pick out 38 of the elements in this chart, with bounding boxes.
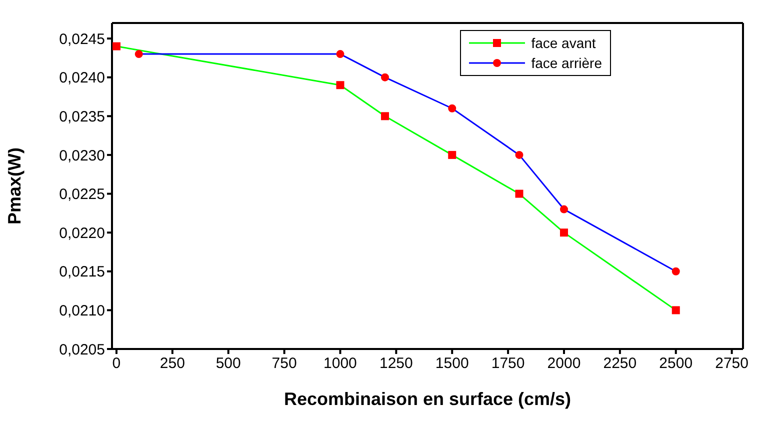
- point: [515, 150, 524, 159]
- y-tick-label: 0,0225: [59, 186, 105, 204]
- point: [380, 112, 389, 120]
- x-tick-label: 2250: [603, 355, 637, 372]
- point: [336, 50, 344, 58]
- y-tick-label: 0,0235: [59, 108, 105, 126]
- point: [448, 150, 456, 159]
- point: [672, 267, 680, 276]
- y-tick-label: 0,0215: [59, 264, 105, 281]
- point: [560, 228, 568, 237]
- point: [560, 205, 568, 214]
- x-tick-label: 2750: [715, 355, 748, 372]
- point: [672, 306, 680, 314]
- x-axis-title: Recombinaison en surface (cm/s): [284, 389, 572, 409]
- y-tick-label: 0,0230: [59, 147, 105, 164]
- x-tick-label: 1250: [379, 355, 413, 372]
- x-tick-label: 1750: [491, 355, 525, 372]
- y-tick-label: 0,0210: [59, 302, 105, 320]
- y-tick-label: 0,0205: [59, 341, 105, 358]
- x-tick-label: 1500: [435, 355, 469, 372]
- x-tick-label: 750: [272, 355, 297, 372]
- x-tick-label: 2500: [659, 355, 693, 372]
- point: [380, 73, 389, 82]
- point: [112, 42, 120, 50]
- x-tick-label: 250: [160, 355, 185, 372]
- point: [515, 190, 524, 198]
- x-tick-label: 1000: [324, 355, 357, 372]
- legend-label: face avant: [531, 34, 596, 53]
- point: [448, 104, 456, 112]
- y-tick-label: 0,0220: [59, 224, 105, 242]
- point: [336, 81, 344, 90]
- x-tick-label: 2000: [547, 355, 581, 372]
- y-tick-label: 0,0245: [59, 30, 105, 48]
- point: [134, 50, 143, 58]
- x-tick-label: 0: [112, 355, 121, 372]
- y-tick-label: 0,0240: [59, 70, 105, 87]
- x-tick-label: 500: [216, 355, 241, 372]
- legend-label: face arrière: [531, 54, 602, 73]
